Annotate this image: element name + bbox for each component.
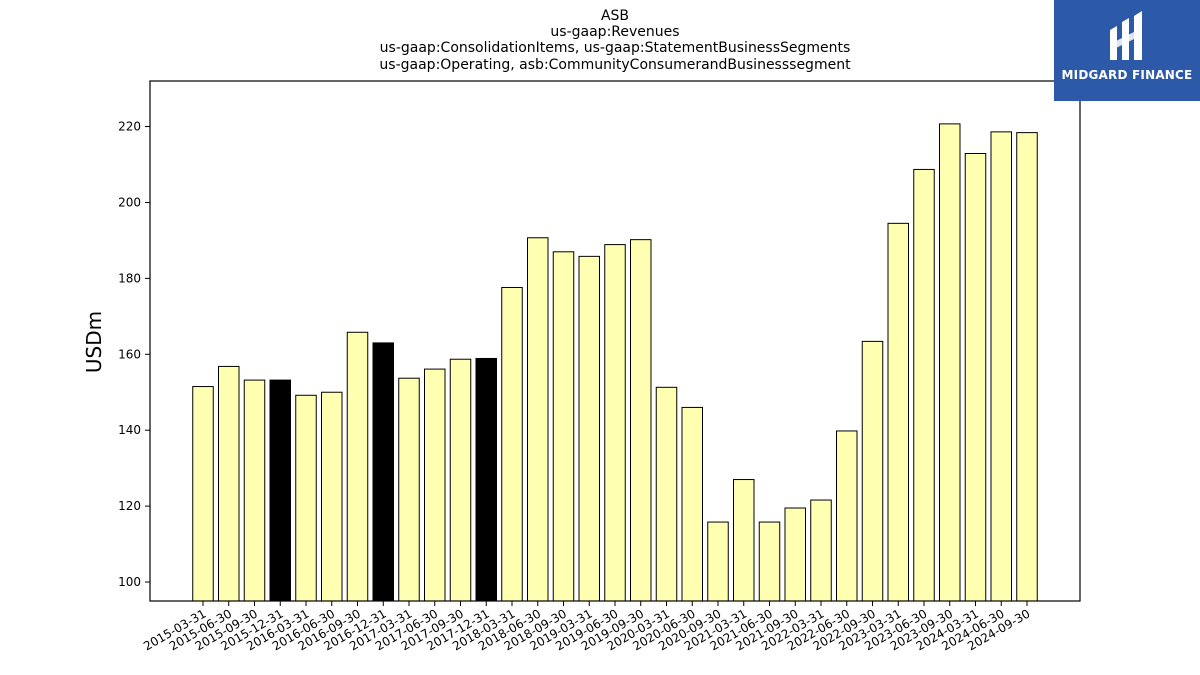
bar-2018-09-30 — [552, 251, 575, 602]
bar-2022-06-30 — [836, 430, 858, 602]
brand-logo-text: MIDGARD FINANCE — [1061, 68, 1193, 82]
chart-title-line-3: us-gaap:ConsolidationItems, us-gaap:Stat… — [380, 40, 851, 56]
y-tick-label: 180 — [118, 271, 141, 285]
y-tick-label: 220 — [118, 120, 141, 134]
y-axis-ticks: 100 120 140 160 180 200 220 — [118, 120, 150, 589]
bar-2016-03-31 — [295, 394, 317, 602]
y-tick-label: 140 — [118, 423, 141, 437]
y-tick-label: 120 — [118, 499, 141, 513]
bar-2023-09-30 — [939, 123, 961, 602]
bar-2023-06-30 — [913, 168, 935, 602]
bar-2017-03-31 — [398, 377, 420, 602]
bar-2015-12-31 — [269, 379, 291, 602]
bar-2024-06-30 — [990, 131, 1012, 602]
bar-2016-06-30 — [321, 391, 343, 602]
bars — [192, 123, 1038, 602]
bar-2024-03-31 — [964, 153, 987, 602]
chart-title: ASB us-gaap:Revenues us-gaap:Consolidati… — [379, 8, 851, 73]
bar-2020-09-30 — [707, 521, 729, 602]
y-axis-label: USDm — [82, 311, 106, 373]
bar-2016-09-30 — [346, 331, 369, 602]
bar-2015-09-30 — [243, 379, 266, 602]
bar-2016-12-31 — [372, 342, 394, 602]
bar-2022-09-30 — [861, 340, 884, 602]
brand-logo: MIDGARD FINANCE — [1054, 0, 1200, 101]
bar-2018-06-30 — [527, 237, 549, 602]
bar-2024-09-30 — [1016, 132, 1038, 602]
bar-2021-03-31 — [733, 479, 755, 602]
bar-2017-09-30 — [449, 358, 472, 602]
y-tick-label: 200 — [118, 195, 141, 209]
bar-2020-03-31 — [655, 386, 678, 602]
y-tick-label: 160 — [118, 347, 141, 361]
x-axis-ticks: 2015-03-312015-06-302015-09-302015-12-31… — [141, 601, 1033, 653]
chart-title-line-1: ASB — [601, 8, 629, 24]
bar-2017-06-30 — [424, 368, 446, 602]
bar-2023-03-31 — [887, 222, 909, 602]
bar-2019-06-30 — [604, 244, 626, 602]
plot-frame — [149, 80, 1081, 602]
bar-2019-03-31 — [578, 255, 600, 602]
bar-2015-03-31 — [192, 386, 214, 602]
bar-2021-09-30 — [784, 507, 806, 602]
chart-title-line-4: us-gaap:Operating, asb:CommunityConsumer… — [379, 57, 851, 73]
bar-2021-06-30 — [758, 521, 781, 602]
bar-2020-06-30 — [681, 406, 703, 602]
bar-2019-09-30 — [630, 239, 652, 602]
midgard-logo-icon — [1110, 11, 1142, 60]
bar-2022-03-31 — [810, 499, 832, 602]
bar-2015-06-30 — [218, 365, 240, 602]
y-tick-label: 100 — [118, 575, 141, 589]
chart-title-line-2: us-gaap:Revenues — [550, 24, 679, 40]
bar-2017-12-31 — [475, 357, 497, 602]
bar-2018-03-31 — [501, 286, 523, 602]
